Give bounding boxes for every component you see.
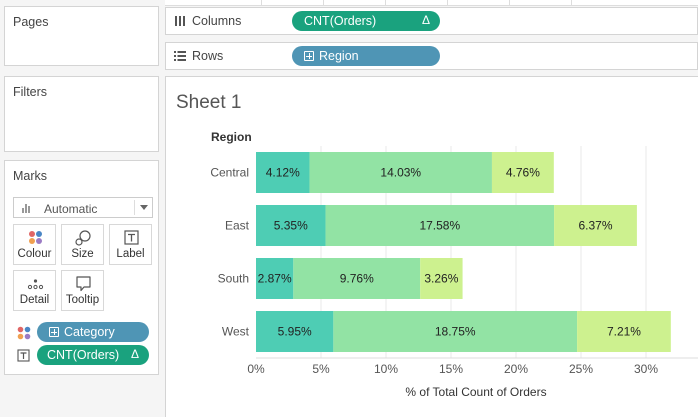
- bar-segment: [491, 152, 554, 193]
- mark-type-dropdown[interactable]: Automatic: [13, 197, 153, 218]
- category-label: East: [225, 219, 250, 233]
- bar-segment: [256, 311, 334, 352]
- marks-panel: Marks Automatic Colour Size Label: [4, 160, 159, 375]
- columns-label: Columns: [192, 14, 242, 28]
- size-label: Size: [71, 248, 94, 260]
- data-label: 4.76%: [506, 166, 540, 180]
- colour-label: Colour: [17, 248, 52, 260]
- label-label: Label: [116, 248, 145, 260]
- toolbar-strip: [165, 0, 698, 6]
- category-label: Central: [210, 166, 249, 180]
- data-label: 5.35%: [274, 219, 308, 233]
- rows-shelf[interactable]: Rows Region: [165, 42, 698, 70]
- bar-segment: [293, 258, 421, 299]
- tooltip-icon: [76, 276, 91, 292]
- pages-panel[interactable]: Pages: [4, 6, 159, 66]
- bar-segment: [325, 205, 555, 246]
- bar-chart-icon: [22, 204, 32, 213]
- x-tick-label: 30%: [634, 362, 658, 376]
- detail-icon: [27, 279, 44, 290]
- rows-icon: [174, 51, 186, 61]
- text-label-icon: [17, 349, 30, 362]
- detail-button[interactable]: Detail: [13, 270, 56, 311]
- x-axis-title: % of Total Count of Orders: [405, 385, 546, 399]
- data-label: 17.58%: [419, 219, 460, 233]
- category-pill[interactable]: Category: [37, 322, 149, 342]
- data-label: 14.03%: [380, 166, 421, 180]
- size-button[interactable]: Size: [61, 224, 104, 265]
- expand-icon: [304, 51, 314, 61]
- chevron-down-icon: [140, 205, 148, 210]
- tooltip-label: Tooltip: [65, 294, 100, 306]
- worksheet: Sheet 1 Region Central 4.12% 14.03% 4.76% Eas…: [165, 76, 698, 417]
- x-tick-label: 20%: [504, 362, 528, 376]
- data-label: 5.95%: [278, 325, 312, 339]
- columns-icon: [175, 16, 185, 26]
- data-label: 18.75%: [435, 325, 476, 339]
- x-tick-label: 5%: [312, 362, 330, 376]
- columns-shelf[interactable]: Columns CNT(Orders) Δ: [165, 7, 698, 35]
- data-label: 3.26%: [424, 272, 458, 286]
- mark-type-label: Automatic: [44, 202, 98, 216]
- size-icon: [75, 230, 91, 246]
- pages-title: Pages: [13, 15, 49, 29]
- bar-segment: [333, 311, 578, 352]
- delta-icon: Δ: [421, 13, 430, 27]
- columns-pill-label: CNT(Orders): [304, 14, 377, 28]
- cnt-orders-pill-label: CNT(Orders): [47, 348, 120, 362]
- sheet-title: Sheet 1: [176, 92, 242, 113]
- x-tick-label: 0%: [247, 362, 265, 376]
- rows-label: Rows: [192, 49, 224, 63]
- cnt-orders-label-pill[interactable]: CNT(Orders) Δ: [37, 345, 149, 365]
- cnt-orders-column-pill[interactable]: CNT(Orders) Δ: [292, 11, 440, 31]
- bar-segment: [554, 205, 637, 246]
- text-label-icon: [124, 230, 139, 245]
- colour-button[interactable]: Colour: [13, 224, 56, 265]
- filters-title: Filters: [13, 85, 48, 99]
- colour-icon: [29, 231, 42, 244]
- stacked-bar-chart: Region Central 4.12% 14.03% 4.76% East 5.35% 17…: [210, 130, 698, 399]
- tooltip-button[interactable]: Tooltip: [61, 270, 104, 311]
- delta-icon: Δ: [130, 347, 139, 361]
- bar-segment: [256, 258, 294, 299]
- category-label: West: [222, 325, 250, 339]
- data-label: 2.87%: [258, 272, 292, 286]
- bar-segment: [577, 311, 671, 352]
- expand-icon: [49, 327, 59, 337]
- bar-segment: [256, 205, 326, 246]
- marks-title: Marks: [13, 169, 48, 183]
- filters-panel[interactable]: Filters: [4, 76, 159, 152]
- x-tick-label: 25%: [569, 362, 593, 376]
- bar-segment: [309, 152, 492, 193]
- detail-label: Detail: [19, 294, 50, 306]
- x-tick-label: 10%: [374, 362, 398, 376]
- row-header: Region: [211, 130, 252, 144]
- rows-pill-label: Region: [319, 49, 359, 63]
- data-label: 7.21%: [607, 325, 641, 339]
- data-label: 4.12%: [266, 166, 300, 180]
- data-label: 6.37%: [578, 219, 612, 233]
- label-button[interactable]: Label: [109, 224, 152, 265]
- category-label: South: [218, 272, 249, 286]
- x-tick-label: 15%: [439, 362, 463, 376]
- region-row-pill[interactable]: Region: [292, 46, 440, 66]
- colour-icon: [17, 326, 31, 340]
- data-label: 9.76%: [340, 272, 374, 286]
- bar-segment: [256, 152, 310, 193]
- category-pill-label: Category: [64, 325, 115, 339]
- bar-segment: [420, 258, 463, 299]
